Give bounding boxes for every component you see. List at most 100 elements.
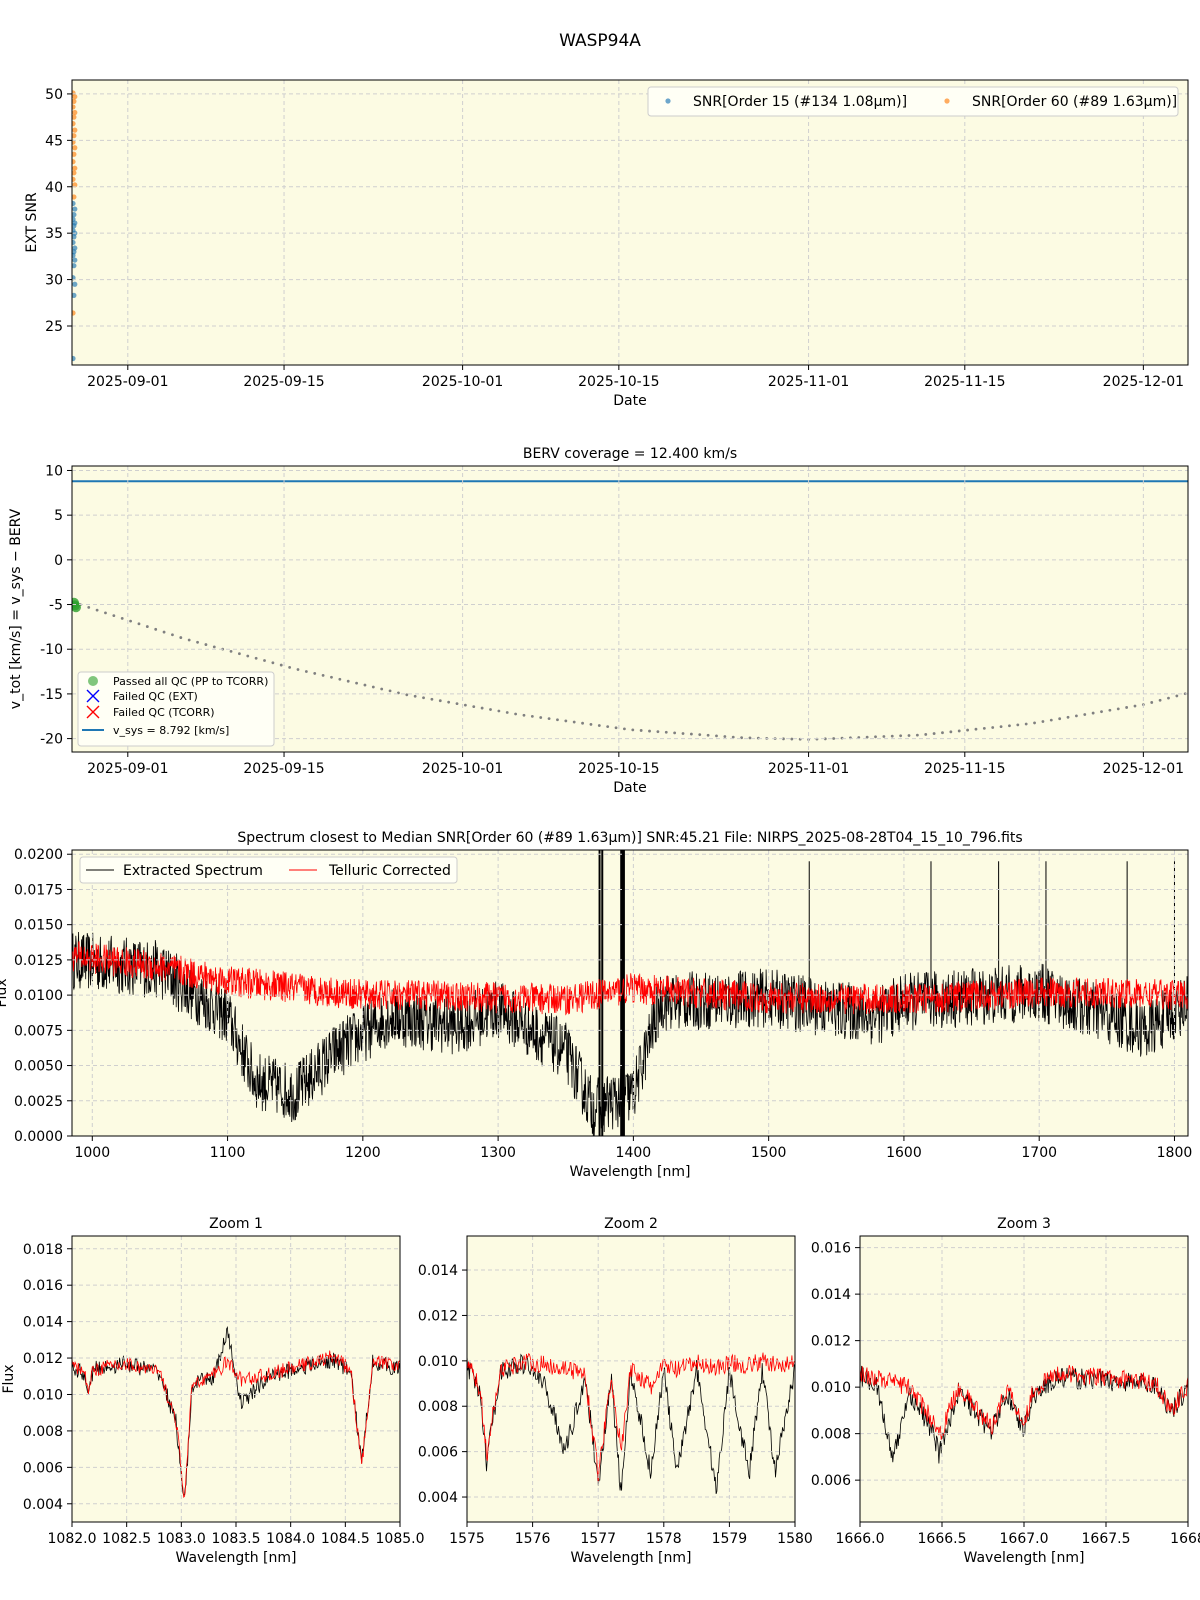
y-tick-label: 0.0200 — [14, 847, 63, 863]
legend-label: Extracted Spectrum — [123, 863, 263, 879]
y-tick-label: 0.0150 — [14, 918, 63, 934]
y-tick-label: 50 — [45, 87, 63, 103]
y-tick-label: 45 — [45, 133, 63, 149]
berv-curve-point — [564, 719, 568, 723]
snr-point — [72, 245, 78, 251]
x-tick-label: 1666.5 — [918, 1531, 967, 1547]
berv-curve-point — [890, 734, 894, 738]
legend-box — [77, 671, 275, 747]
y-axis-label-berv: v_tot [km/s] = v_sys − BERV — [8, 508, 24, 709]
x-tick-label: 1300 — [480, 1145, 516, 1161]
berv-curve-point — [447, 700, 451, 704]
berv-curve-point — [832, 737, 836, 740]
legend-marker-passed — [88, 676, 98, 686]
x-tick-label: 1400 — [616, 1145, 652, 1161]
legend-label: Telluric Corrected — [328, 863, 451, 879]
snr-point — [72, 355, 76, 362]
berv-curve-point — [1158, 698, 1162, 702]
y-tick-label: 0.006 — [418, 1445, 458, 1461]
data-layer-zoom2 — [467, 1352, 795, 1495]
snr-point — [72, 165, 78, 171]
axes-title-zoom2: Zoom 2 — [604, 1216, 658, 1232]
berv-curve-point — [530, 714, 534, 718]
axes-frame-spectrum — [71, 849, 1189, 1137]
x-tick-label: 2025-09-15 — [243, 374, 324, 390]
berv-curve-point — [748, 736, 752, 740]
x-axis-label-snr: Date — [613, 393, 646, 409]
snr-point — [72, 310, 76, 316]
x-tick-label: 1577 — [580, 1531, 616, 1547]
panel-zoom1: 1082.0 1082.5 1083.0 1083.5 1084.0 1084.5 1085… — [1, 1216, 425, 1566]
axes-title-spectrum: Spectrum closest to Median SNR[Order 60 … — [237, 830, 1022, 846]
berv-curve-point — [355, 681, 358, 685]
x-tick-label: 2025-11-01 — [768, 761, 849, 777]
berv-curve-point — [288, 665, 292, 669]
x-axis-label-spectrum: Wavelength [nm] — [570, 1164, 691, 1180]
berv-curve-point — [941, 731, 944, 735]
berv-curve-point — [171, 633, 174, 637]
snr-point — [72, 109, 78, 116]
legend-berv: Passed all QC (PP to TCORR) Failed QC (EX… — [77, 671, 275, 747]
berv-curve-point — [614, 726, 618, 730]
y-tick-label: 0.0050 — [14, 1059, 63, 1075]
x-tick-label: 1667.0 — [1000, 1531, 1049, 1547]
x-tick-label: 1700 — [1021, 1145, 1057, 1161]
berv-curve-point — [1049, 718, 1053, 722]
berv-curve-point — [957, 729, 961, 733]
berv-curve-point — [313, 672, 317, 675]
berv-curve-point — [338, 677, 342, 681]
snr-point — [72, 194, 77, 200]
axes-frame-zoom2 — [466, 1235, 796, 1523]
snr-point — [72, 200, 76, 207]
y-tick-label: -10 — [40, 642, 63, 658]
berv-curve-point — [731, 735, 735, 739]
x-tick-label: 2025-11-01 — [768, 374, 849, 390]
y-tick-label: 0.012 — [23, 1351, 63, 1367]
legend-snr: SNR[Order 15 (#134 1.08μm)] SNR[Order 60 … — [647, 86, 1179, 117]
berv-curve-point — [949, 730, 953, 734]
x-tick-label: 1600 — [886, 1145, 922, 1161]
berv-curve-point — [489, 708, 492, 711]
berv-curve-point — [455, 702, 459, 706]
berv-curve-point — [238, 652, 241, 656]
y-tick-label: 0.008 — [811, 1427, 851, 1443]
legend-marker-failed-ext — [86, 689, 100, 703]
snr-point — [72, 275, 76, 281]
berv-curve-point — [145, 625, 149, 628]
berv-curve-point — [371, 685, 375, 689]
y-tick-label: 0.018 — [23, 1242, 63, 1258]
x-tick-label: 2025-10-15 — [578, 374, 659, 390]
berv-curve-point — [899, 734, 903, 738]
legend-label: Failed QC (EXT) — [113, 690, 198, 703]
y-tick-label: 10 — [45, 463, 63, 479]
berv-curve-point — [991, 726, 995, 729]
legend-box — [79, 856, 458, 884]
berv-curve-point — [932, 732, 936, 735]
figure-title: WASP94A — [559, 31, 641, 51]
snr-point — [72, 127, 78, 133]
y-tick-label: 0.006 — [23, 1460, 63, 1476]
axes-frame-berv — [71, 465, 1189, 753]
y-tick-label: 0.014 — [418, 1263, 458, 1279]
y-tick-label: 0.008 — [418, 1399, 458, 1415]
snr-point — [72, 114, 77, 120]
y-tick-label: 0.010 — [23, 1387, 63, 1403]
x-tick-label: 1082.5 — [102, 1531, 151, 1547]
berv-curve-point — [1033, 721, 1036, 725]
berv-curve-point — [246, 654, 250, 658]
x-axis-label-berv: Date — [613, 780, 646, 796]
legend-spectrum: Extracted Spectrum Telluric Corrected — [79, 856, 458, 884]
y-tick-label: 0.0025 — [14, 1094, 63, 1110]
plot-area-snr — [72, 80, 1188, 365]
berv-curve-point — [95, 608, 99, 612]
berv-curve-point — [187, 638, 191, 642]
x-tick-label: 2025-12-01 — [1103, 761, 1184, 777]
snr-point — [72, 151, 77, 157]
berv-curve-point — [263, 659, 266, 662]
berv-curve-point — [698, 733, 702, 737]
berv-curve-point — [1133, 704, 1137, 708]
x-tick-label: 1500 — [751, 1145, 787, 1161]
berv-curve-point — [589, 722, 593, 726]
berv-curve-point — [254, 656, 258, 660]
